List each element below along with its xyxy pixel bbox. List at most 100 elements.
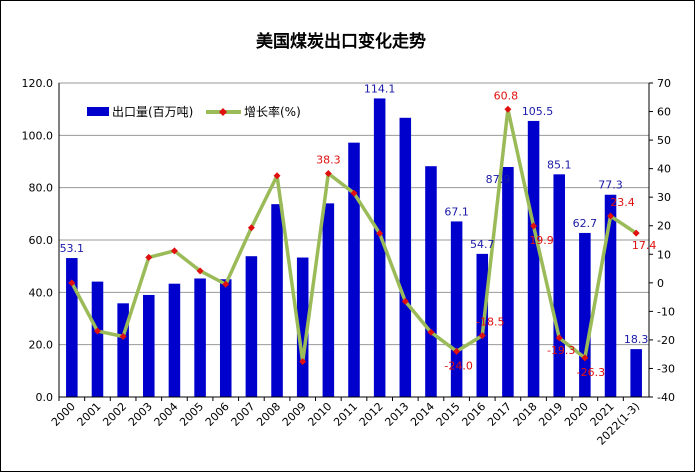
bar [168,283,181,397]
right-axis-tick-label: 0 [657,277,664,290]
rate-value-label: -26.3 [577,366,605,379]
growth-rate-marker [478,332,486,340]
x-axis-tick-label: 2014 [408,400,437,429]
x-axis-tick-label: 2012 [357,400,386,429]
bar-value-label: 67.1 [444,205,469,218]
right-axis-tick-label: 30 [657,191,671,204]
bar-value-label: 62.7 [573,217,598,230]
growth-rate-marker [119,332,127,340]
bar-value-label: 114.1 [364,82,396,95]
x-axis-tick-label: 2011 [331,400,360,429]
bar-value-label: 85.1 [547,158,572,171]
right-axis-tick-label: -40 [657,391,675,404]
right-axis-tick-label: 20 [657,220,671,233]
growth-rate-marker [632,229,640,237]
bar [271,204,283,397]
rate-value-label: 19.9 [529,234,554,247]
growth-rate-marker [68,279,76,287]
bar [66,258,78,397]
growth-rate-marker [530,222,538,230]
growth-rate-marker [607,212,615,220]
x-axis-tick-label: 2007 [229,400,258,429]
bar [425,166,437,397]
growth-rate-marker [93,327,101,335]
bar [296,257,309,397]
growth-rate-marker [555,334,563,342]
x-axis-tick-label: 2008 [254,400,283,429]
growth-rate-marker [170,247,178,255]
bar [630,349,642,397]
bar [450,221,463,397]
x-axis-tick-label: 2000 [49,400,78,429]
left-axis-tick-label: 60.0 [29,234,54,247]
line-series [68,105,640,366]
bar-value-label: 105.5 [522,105,554,118]
bar [143,294,155,397]
bar [373,98,386,398]
growth-rate-marker [222,280,230,288]
right-axis-tick-label: -30 [657,362,675,375]
rate-value-label: -18.5 [476,316,504,329]
x-axis-tick-label: 2003 [126,400,155,429]
rate-value-label: -24.0 [444,359,472,372]
growth-rate-marker [504,105,512,113]
growth-rate-marker [581,354,589,362]
left-axis-tick-label: 0.0 [36,391,54,404]
growth-rate-marker [350,189,358,197]
right-axis-tick-label: 70 [657,77,671,90]
growth-rate-marker [273,172,281,180]
growth-rate-marker [427,328,435,336]
data-labels: 53.1 114.1 67.1 54.7 87.9 105.5 85.1 62.7 77.3 18… [60,82,657,378]
legend-line-label: 增长率(%) [244,104,301,119]
x-axis-tick-label: 2010 [305,400,334,429]
growth-rate-marker [299,358,307,366]
bar [579,232,591,397]
x-axis-tick-label: 2002 [100,400,129,429]
legend-line-marker [219,108,227,116]
x-axis-tick-label: 2005 [177,400,206,429]
x-axis-tick-label: 2004 [152,400,181,429]
growth-rate-marker [247,224,255,232]
left-axis-tick-label: 120.0 [22,77,54,90]
x-axis-tick-label: 2016 [459,400,488,429]
right-axis-tick-label: -20 [657,334,675,347]
rate-value-label: 38.3 [316,153,341,166]
rate-value-label: -19.3 [547,344,575,357]
right-axis-tick-label: 50 [657,134,671,147]
legend-bar-swatch [87,107,109,116]
rate-value-label: 17.4 [632,239,657,252]
x-axis-tick-label: 2018 [511,400,540,429]
left-axis-tick-label: 100.0 [22,129,54,142]
bar [245,256,258,397]
rate-value-label: 60.8 [494,89,519,102]
x-axis-tick-label: 2020 [562,400,591,429]
bar-value-label: 54.7 [470,238,495,251]
bar [399,117,412,397]
bar [348,142,360,397]
bar [553,174,565,397]
right-axis-tick-label: 10 [657,248,671,261]
bar [219,279,232,397]
x-axis-tick-label: 2009 [280,400,309,429]
growth-rate-marker [324,169,332,177]
x-axis-tick-label: 2019 [536,400,565,429]
x-axis-tick-label: 2001 [75,400,104,429]
growth-rate-marker [453,347,461,355]
bar-value-label: 53.1 [60,242,85,255]
growth-rate-marker [401,297,409,305]
right-axis-tick-label: 40 [657,163,671,176]
x-axis-tick-label: 2006 [203,400,232,429]
bar [194,278,206,397]
bar [91,281,104,397]
growth-rate-marker [145,253,153,261]
rate-value-label: 23.4 [610,196,635,209]
chart-title: 美国煤炭出口变化走势 [256,31,426,52]
left-axis-tick-label: 20.0 [29,339,54,352]
growth-rate-marker [376,229,384,237]
x-axis-tick-label: 2017 [485,400,514,429]
x-axis-tick-label: 2013 [382,400,411,429]
right-axis-tick-label: 60 [657,106,671,119]
growth-rate-marker [196,267,204,275]
x-axis-tick-label: 2015 [434,400,463,429]
